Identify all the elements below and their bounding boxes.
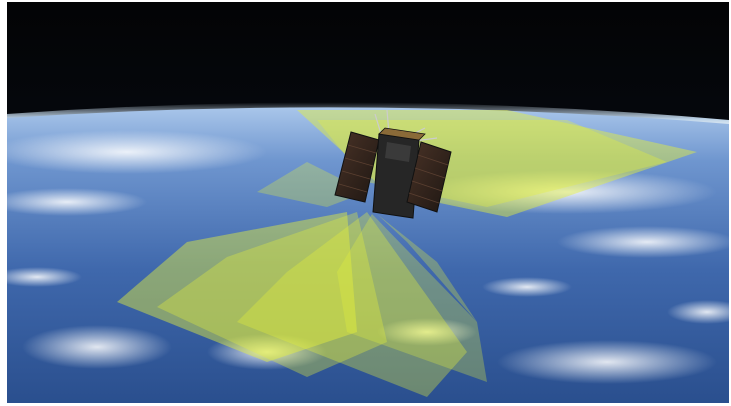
space-scene	[7, 2, 729, 403]
left-solar-panel	[334, 131, 380, 203]
scene-illustration	[7, 2, 729, 403]
cloud-layer	[7, 130, 729, 384]
right-solar-panel	[406, 141, 452, 213]
satellite	[334, 109, 452, 219]
atmosphere-halo	[7, 102, 729, 130]
